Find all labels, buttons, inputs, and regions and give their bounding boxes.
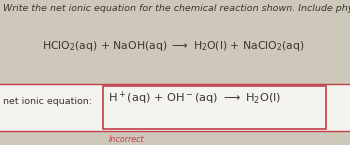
- FancyBboxPatch shape: [0, 84, 350, 130]
- Text: net ionic equation:: net ionic equation:: [3, 97, 92, 106]
- Text: HClO$_2$(aq) + NaOH(aq) $\longrightarrow$ H$_2$O(l) + NaClO$_2$(aq): HClO$_2$(aq) + NaOH(aq) $\longrightarrow…: [42, 39, 305, 53]
- FancyBboxPatch shape: [103, 86, 326, 129]
- Text: H$^+$(aq) + OH$^-$(aq) $\longrightarrow$ H$_2$O(l): H$^+$(aq) + OH$^-$(aq) $\longrightarrow$…: [108, 90, 282, 107]
- Text: Write the net ionic equation for the chemical reaction shown. Include physical s: Write the net ionic equation for the che…: [3, 4, 350, 13]
- Text: Incorrect: Incorrect: [108, 135, 144, 144]
